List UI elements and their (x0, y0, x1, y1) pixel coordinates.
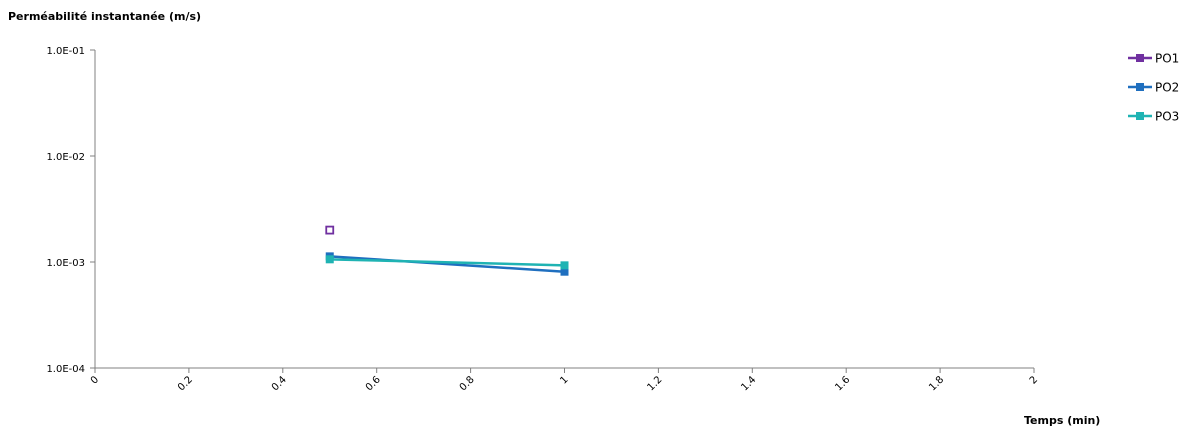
x-tick-label: 0.2 (176, 374, 195, 393)
y-tick-label: 1.0E-03 (46, 258, 85, 269)
x-tick-label: 1 (558, 374, 570, 386)
x-tick-label: 1.2 (645, 374, 664, 393)
series-line-po3 (329, 258, 565, 267)
data-point-po1 (325, 225, 335, 235)
x-tick-label: 1.6 (833, 374, 852, 393)
y-tick-label: 1.0E-04 (46, 364, 85, 375)
x-axis-title: Temps (min) (1024, 414, 1101, 427)
x-tick-label: 0.8 (458, 374, 477, 393)
x-tick-label: 0.4 (270, 374, 289, 393)
series-line-po2 (329, 255, 565, 273)
x-tick-label: 0.6 (364, 374, 383, 393)
legend-label-po3: PO3 (1155, 110, 1179, 124)
x-tick-label: 2 (1028, 374, 1040, 386)
data-point-po3 (560, 261, 569, 270)
y-axis-title: Perméabilité instantanée (m/s) (8, 10, 202, 23)
y-tick-label: 1.0E-01 (46, 46, 85, 57)
legend-label-po2: PO2 (1155, 81, 1179, 95)
data-point-po3 (325, 255, 334, 264)
y-tick-label: 1.0E-02 (46, 152, 85, 163)
x-tick-label: 1.4 (739, 374, 758, 393)
legend-marker-po3 (1136, 112, 1144, 120)
legend-marker-po2 (1136, 83, 1144, 91)
legend-label-po1: PO1 (1155, 52, 1179, 66)
x-tick-label: 0 (89, 374, 101, 386)
x-tick-label: 1.8 (927, 374, 946, 393)
legend-marker-po1 (1136, 54, 1144, 62)
